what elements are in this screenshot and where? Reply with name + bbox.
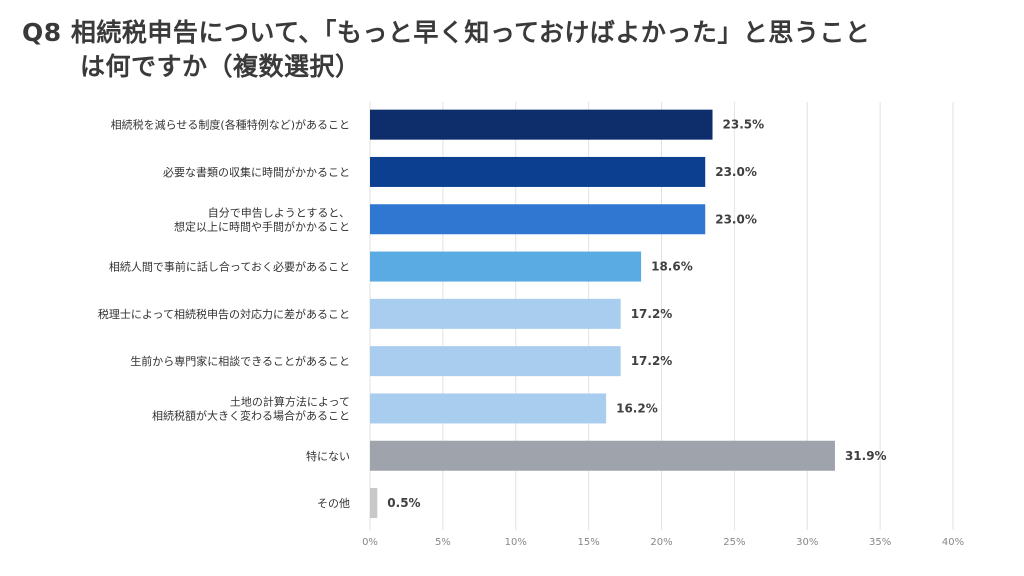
x-tick-label: 30% (796, 537, 818, 548)
category-label: その他 (317, 497, 350, 510)
category-label: 特にない (306, 449, 350, 463)
category-label: 想定以上に時間や手間がかかること (174, 219, 350, 233)
bar (370, 346, 621, 377)
x-tick-label: 20% (650, 537, 672, 548)
value-label: 16.2% (616, 401, 658, 415)
bars (370, 109, 835, 519)
x-axis-tick-labels: 0% 5% 10% 15% 20% 25% 30% 35% 40% (362, 537, 964, 548)
category-label: 税理士によって相続税申告の対応力に差があること (98, 307, 350, 321)
bar (370, 440, 835, 471)
chart-title-line-2: は何ですか（複数選択） (80, 52, 361, 81)
bar (370, 109, 713, 140)
category-label: 自分で申告しようとすると、 (208, 206, 350, 219)
category-label: 土地の計算方法によって (230, 394, 350, 408)
bar (370, 251, 642, 282)
category-labels: 相続税を減らせる制度(各種特例など)があること必要な書類の収集に時間がかかること… (98, 118, 350, 510)
bar (370, 298, 621, 329)
category-label: 相続税額が大きく変わる場合があること (152, 408, 350, 422)
x-tick-label: 0% (362, 537, 378, 548)
value-label: 23.0% (715, 165, 757, 179)
x-tick-label: 35% (869, 537, 891, 548)
value-label: 17.2% (631, 307, 673, 321)
category-label: 相続税を減らせる制度(各種特例など)があること (111, 118, 350, 132)
category-label: 相続人間で事前に話し合っておく必要があること (109, 260, 350, 274)
x-tick-label: 40% (942, 537, 964, 548)
bar (370, 488, 378, 519)
value-label: 0.5% (387, 496, 420, 510)
value-label: 18.6% (651, 260, 693, 274)
x-tick-label: 15% (578, 537, 600, 548)
value-label: 17.2% (631, 354, 673, 368)
bar (370, 204, 706, 235)
category-label: 生前から専門家に相談できることがあること (130, 354, 350, 368)
value-label: 23.5% (723, 118, 765, 132)
chart-title: Q8 相続税申告について、「もっと早く知っておけばよかった」と思うこと は何です… (22, 16, 870, 84)
x-tick-label: 5% (435, 537, 451, 548)
value-labels: 23.5% 23.0% 23.0% 18.6% 17.2% 17.2% 16.2% 31.9%… (387, 118, 886, 510)
value-label: 23.0% (715, 212, 757, 226)
x-tick-label: 10% (505, 537, 527, 548)
bar (370, 393, 607, 424)
value-label: 31.9% (845, 449, 887, 463)
chart-title-line-1: Q8 相続税申告について、「もっと早く知っておけばよかった」と思うこと (22, 18, 871, 47)
x-tick-label: 25% (723, 537, 745, 548)
bar (370, 156, 706, 187)
category-label: 必要な書類の収集に時間がかかること (163, 165, 350, 179)
